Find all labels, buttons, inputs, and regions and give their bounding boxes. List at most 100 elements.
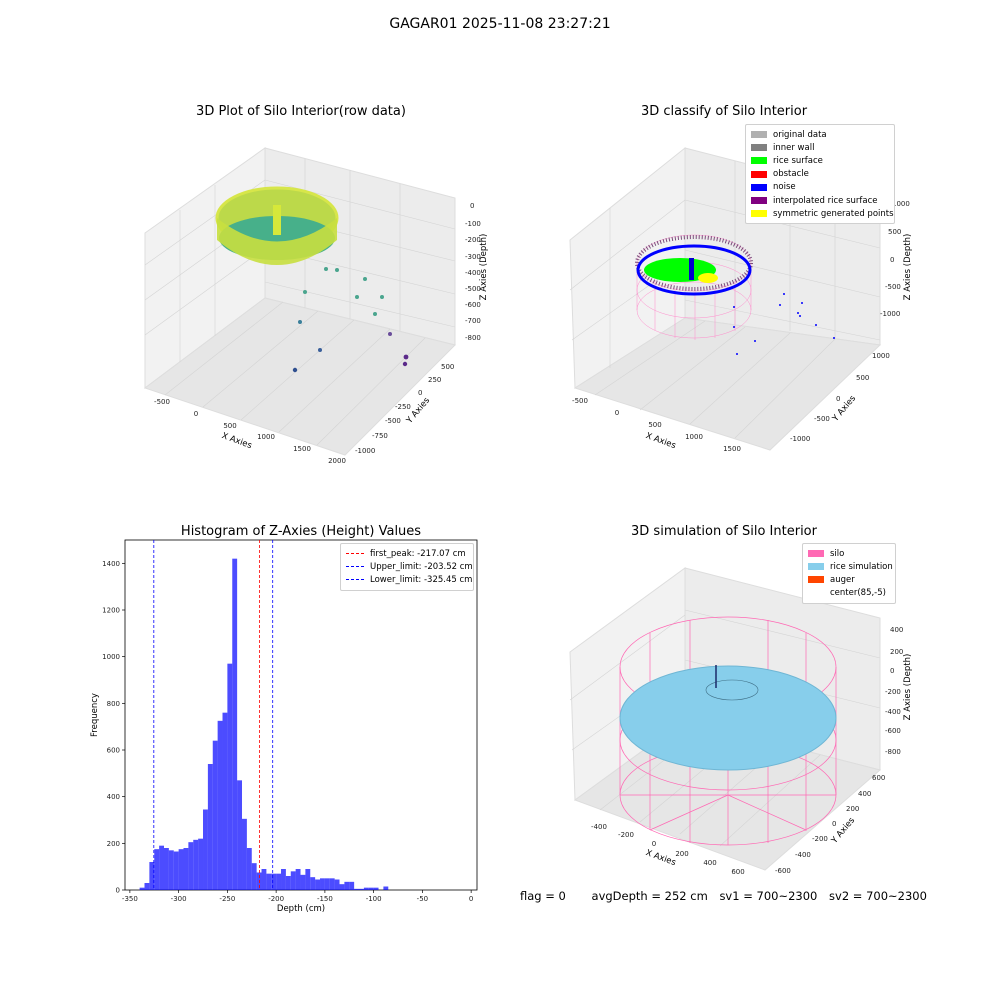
panel2-y-ticks: 1000 500 0 -500 -1000: [790, 352, 890, 443]
histogram-bar: [198, 838, 204, 890]
histogram-bar: [285, 876, 291, 890]
legend-item: Upper_limit: -203.52 cm: [346, 560, 473, 573]
histogram-bar: [193, 839, 199, 890]
legend-item: obstacle: [751, 168, 889, 181]
histogram-y-label: Frequency: [90, 693, 100, 737]
histogram-bar: [261, 869, 267, 890]
histogram-bar: [144, 883, 150, 890]
p1-ztick: -500: [465, 285, 481, 293]
panel4-legend: silo rice simulation auger center(85,-5): [802, 543, 896, 604]
panel4-y-ticks: 600 400 200 0 -200 -400 -600: [775, 774, 885, 875]
classify-noise-points: [733, 293, 835, 355]
p4-ytick: -200: [812, 835, 828, 843]
p4-ztick: -600: [885, 727, 901, 735]
histogram-bar: [168, 850, 174, 890]
histogram-x-tick-label: -50: [417, 895, 428, 903]
p1-ztick: -600: [465, 301, 481, 309]
histogram-x-tick-label: -300: [171, 895, 187, 903]
p4-ytick: 200: [846, 805, 859, 813]
legend-swatch: [751, 157, 767, 165]
p1-ytick: 250: [428, 376, 441, 384]
p4-ztick: 400: [890, 626, 903, 634]
histogram-legend: first_peak: -217.07 cm Upper_limit: -203…: [340, 543, 474, 591]
p1-ztick: -800: [465, 334, 481, 342]
legend-label: rice simulation: [830, 561, 893, 572]
panel1-title: 3D Plot of Silo Interior(row data): [196, 104, 406, 119]
legend-label: auger: [830, 574, 855, 585]
p2-ztick: 500: [888, 228, 901, 236]
p2-ytick: 1000: [872, 352, 890, 360]
histogram-bar: [324, 878, 330, 890]
legend-line: [346, 553, 364, 555]
histogram-bar: [149, 862, 155, 890]
p1-ztick: -400: [465, 269, 481, 277]
histogram-bar: [251, 863, 257, 890]
legend-label: interpolated rice surface: [773, 195, 878, 206]
p2-xtick: 1500: [723, 445, 741, 453]
panel2-title: 3D classify of Silo Interior: [640, 104, 808, 119]
legend-label: noise: [773, 182, 796, 193]
histogram-x-tick-label: -250: [219, 895, 235, 903]
rice-simulation-surface: [619, 665, 837, 771]
histogram-bar: [237, 780, 243, 890]
legend-item: noise: [751, 181, 889, 194]
legend-swatch: [751, 144, 767, 152]
panel2-3d-plot: -500 0 500 1000 1500 X Axies 1000 500 0 …: [569, 146, 913, 453]
p2-ytick: 500: [856, 374, 869, 382]
panel2-x-ticks: -500 0 500 1000 1500: [572, 397, 741, 453]
histogram-x-tick-label: -350: [122, 895, 138, 903]
histogram-bars: [139, 558, 389, 890]
legend-swatch: [751, 131, 767, 139]
legend-item: auger: [808, 573, 890, 586]
flag-value: flag = 0: [520, 889, 566, 903]
p4-ztick: 0: [890, 667, 894, 675]
panel1-floor-pane: [143, 297, 456, 456]
histogram-bar: [300, 874, 306, 890]
histogram-bar: [242, 818, 247, 890]
classify-wall-top: [635, 235, 753, 291]
histogram-y-tick-label: 1200: [102, 607, 120, 615]
classify-noise-ring: [636, 244, 752, 296]
p1-ztick: -700: [465, 317, 481, 325]
histogram-bar: [295, 869, 301, 890]
p1-xtick: 0: [194, 410, 198, 418]
p1-z-label: Z Axies (Depth): [479, 234, 489, 301]
histogram-bar: [212, 740, 218, 890]
histogram-bar: [339, 884, 345, 890]
histogram-bar: [227, 663, 233, 890]
panel2-floor-pane: [573, 317, 882, 451]
histogram-bar: [310, 877, 316, 890]
p1-ytick: 500: [441, 363, 454, 371]
p2-ztick: 1000: [892, 200, 910, 208]
panel1-y-ticks: 500 250 0 -250 -500 -750 -1000: [355, 363, 454, 455]
legend-item: silo: [808, 547, 890, 560]
histogram-bar: [373, 887, 379, 890]
p1-xtick: 1000: [257, 433, 275, 441]
histogram-bar: [222, 712, 228, 890]
p4-ytick: 400: [858, 790, 871, 798]
histogram-x-label: Depth (cm): [277, 904, 325, 914]
histogram-bar: [178, 849, 184, 890]
p2-ytick: 0: [836, 395, 840, 403]
histogram-y-tick-label: 600: [107, 747, 120, 755]
histogram-bar: [320, 878, 325, 890]
panel1-3d-plot: -500 0 500 1000 1500 2000 X Axies 500 25…: [143, 147, 489, 465]
status-footer: flag = 0 avgDepth = 252 cm sv1 = 700~230…: [520, 889, 935, 903]
p1-xtick: 500: [223, 422, 236, 430]
p1-ztick: -200: [465, 236, 481, 244]
p2-xtick: -500: [572, 397, 588, 405]
classify-obstacle-auger: [689, 258, 694, 280]
legend-label: center(85,-5): [830, 588, 886, 599]
histogram-bar: [368, 887, 374, 890]
histogram-bar: [232, 558, 238, 890]
p4-ztick: -800: [885, 748, 901, 756]
raw-scatter-points: [292, 267, 409, 373]
raw-auger: [273, 205, 281, 235]
histogram-reference-lines: [153, 540, 274, 890]
legend-swatch: [808, 576, 824, 584]
p1-xtick: -500: [154, 398, 170, 406]
p2-z-label: Z Axies (Depth): [903, 234, 913, 301]
legend-line: [346, 579, 364, 581]
p4-xtick: 400: [703, 859, 716, 867]
p2-ytick: -500: [814, 415, 830, 423]
